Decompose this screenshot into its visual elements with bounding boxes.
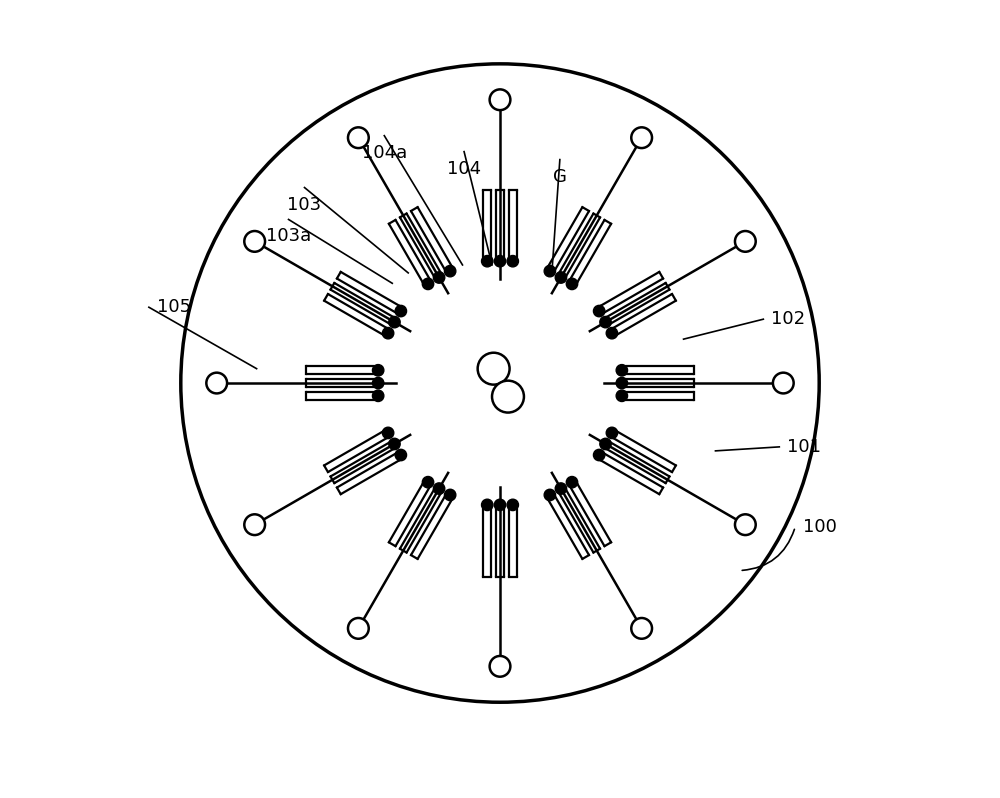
Circle shape [507,255,518,267]
Circle shape [244,231,265,252]
Circle shape [444,489,456,500]
Circle shape [631,618,652,638]
Circle shape [422,476,434,488]
Text: 103a: 103a [266,227,311,246]
Circle shape [372,365,384,376]
Circle shape [494,500,506,511]
Circle shape [348,618,369,638]
Circle shape [616,377,628,389]
Circle shape [382,427,394,439]
Circle shape [490,89,510,110]
Circle shape [735,231,756,252]
Circle shape [606,327,618,339]
Text: 104: 104 [447,160,481,178]
Circle shape [606,427,618,439]
Circle shape [566,279,578,290]
Circle shape [507,500,518,511]
Circle shape [444,266,456,277]
Circle shape [773,373,794,393]
Circle shape [181,64,819,702]
Circle shape [600,316,611,328]
Circle shape [555,483,567,494]
Circle shape [544,489,556,500]
Circle shape [478,353,510,385]
Circle shape [395,449,407,460]
Circle shape [433,483,445,494]
Text: G: G [553,168,567,186]
Circle shape [735,515,756,535]
Circle shape [566,476,578,488]
Text: 102: 102 [771,310,805,328]
Circle shape [372,377,384,389]
Circle shape [382,327,394,339]
Circle shape [422,279,434,290]
Circle shape [244,515,265,535]
Circle shape [600,438,611,449]
Circle shape [593,449,605,460]
Circle shape [544,266,556,277]
Circle shape [593,306,605,317]
Circle shape [206,373,227,393]
Circle shape [433,272,445,283]
Circle shape [348,128,369,148]
Text: 104a: 104a [362,144,407,162]
Circle shape [490,656,510,677]
Circle shape [372,390,384,401]
Circle shape [494,255,506,267]
Circle shape [389,316,400,328]
Circle shape [395,306,407,317]
Circle shape [482,500,493,511]
Circle shape [492,381,524,413]
Circle shape [389,438,400,449]
Text: 105: 105 [157,298,191,316]
Circle shape [482,255,493,267]
Circle shape [555,272,567,283]
Text: 100: 100 [803,518,837,535]
Circle shape [631,128,652,148]
Text: 103: 103 [287,196,322,214]
Circle shape [616,390,628,401]
Circle shape [616,365,628,376]
Text: 101: 101 [787,438,821,456]
